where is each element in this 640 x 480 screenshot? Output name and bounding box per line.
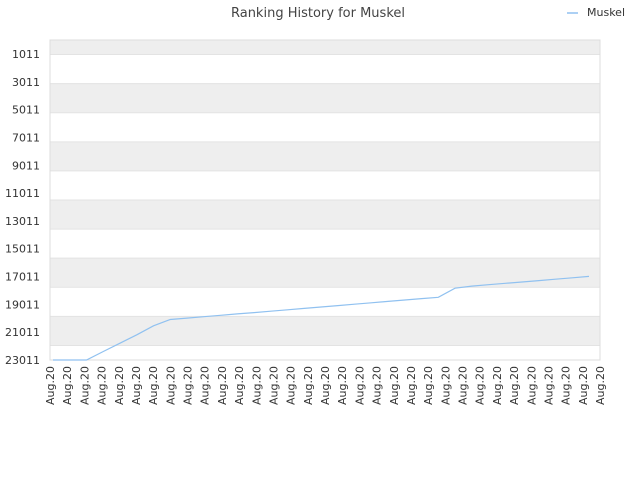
y-tick-label: 9011 (12, 159, 40, 172)
x-tick-label: Aug.20 (113, 366, 126, 405)
x-tick-label: Aug.20 (422, 366, 435, 405)
y-tick-label: 1011 (12, 48, 40, 61)
x-tick-label: Aug.20 (147, 366, 160, 405)
y-tick-label: 21011 (5, 326, 40, 339)
x-tick-label: Aug.20 (199, 366, 212, 405)
legend-label: Muskel (587, 6, 625, 19)
band (50, 200, 600, 230)
band (50, 170, 600, 200)
x-tick-label: Aug.20 (130, 366, 143, 405)
x-tick-label: Aug.20 (78, 366, 91, 405)
x-tick-label: Aug.20 (405, 366, 418, 405)
x-tick-label: Aug.20 (336, 366, 349, 405)
y-tick-label: 23011 (5, 354, 40, 367)
y-tick-label: 19011 (5, 298, 40, 311)
x-tick-label: Aug.20 (525, 366, 538, 405)
band (50, 287, 600, 317)
gridlines (49, 39, 601, 361)
x-tick-label: Aug.20 (285, 366, 298, 405)
x-tick-label: Aug.20 (302, 366, 315, 405)
x-tick-label: Aug.20 (164, 366, 177, 405)
x-tick-label: Aug.20 (267, 366, 280, 405)
band (50, 229, 600, 259)
x-axis: Aug.20 Aug.20 Aug.20 Aug.20 Aug.20 Aug.20 Aug.… (44, 366, 607, 405)
legend: Muskel (567, 6, 625, 19)
band (50, 112, 600, 142)
x-tick-label: Aug.20 (250, 366, 263, 405)
y-tick-label: 3011 (12, 76, 40, 89)
x-tick-label: Aug.20 (594, 366, 607, 405)
background-bands (50, 40, 600, 375)
y-tick-label: 13011 (5, 215, 40, 228)
band (50, 40, 600, 55)
band (50, 316, 600, 346)
y-tick-label: 7011 (12, 131, 40, 144)
y-axis: 1011 3011 5011 7011 9011 11011 13011 15011 17011… (5, 48, 40, 367)
y-tick-label: 17011 (5, 271, 40, 284)
x-tick-label: Aug.20 (233, 366, 246, 405)
x-tick-label: Aug.20 (508, 366, 521, 405)
series-line (53, 275, 590, 361)
x-tick-label: Aug.20 (560, 366, 573, 405)
x-tick-label: Aug.20 (542, 366, 555, 405)
x-tick-label: Aug.20 (439, 366, 452, 405)
y-tick-label: 15011 (5, 243, 40, 256)
x-tick-label: Aug.20 (319, 366, 332, 405)
x-tick-label: Aug.20 (491, 366, 504, 405)
x-tick-label: Aug.20 (457, 366, 470, 405)
x-tick-label: Aug.20 (353, 366, 366, 405)
chart-title: Ranking History for Muskel (231, 6, 405, 21)
x-tick-label: Aug.20 (182, 366, 195, 405)
x-tick-label: Aug.20 (371, 366, 384, 405)
x-tick-label: Aug.20 (474, 366, 487, 405)
band (50, 83, 600, 113)
x-tick-label: Aug.20 (44, 366, 57, 405)
x-tick-label: Aug.20 (388, 366, 401, 405)
series-group (53, 275, 590, 361)
x-tick-label: Aug.20 (577, 366, 590, 405)
x-tick-label: Aug.20 (96, 366, 109, 405)
band (50, 54, 600, 84)
y-tick-label: 5011 (12, 104, 40, 117)
x-tick-label: Aug.20 (216, 366, 229, 405)
plot-border (49, 39, 601, 361)
y-tick-label: 11011 (5, 187, 40, 200)
band (50, 141, 600, 171)
x-tick-label: Aug.20 (61, 366, 74, 405)
band (50, 258, 600, 288)
